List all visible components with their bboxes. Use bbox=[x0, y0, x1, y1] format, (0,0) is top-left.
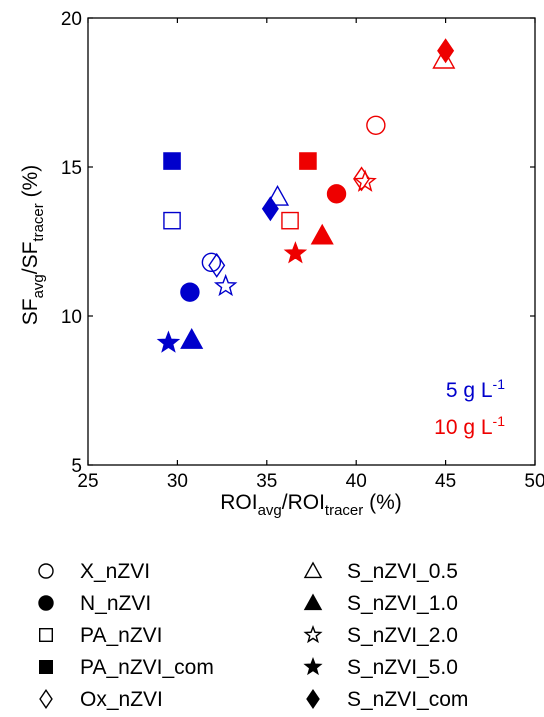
point-x-nzvi-10gl bbox=[366, 115, 386, 135]
y-tick-label: 20 bbox=[61, 9, 82, 30]
legend-label: S_nZVI_1.0 bbox=[347, 592, 458, 615]
legend-label: S_nZVI_2.0 bbox=[347, 624, 458, 647]
x-tick-label: 50 bbox=[524, 471, 544, 492]
y-tick-label: 10 bbox=[61, 307, 82, 328]
point-x-nzvi-5gl bbox=[201, 252, 222, 273]
point-pa-nzvi-com-10gl bbox=[299, 152, 317, 170]
x-tick-label: 40 bbox=[346, 471, 367, 492]
point-s-nzvi-1-0-5gl bbox=[180, 328, 204, 349]
concentration-label-5: 5 g L-1 bbox=[446, 376, 505, 402]
legend-marker-ox-nzvi bbox=[39, 689, 53, 709]
point-s-nzvi-2-0-5gl bbox=[213, 273, 238, 297]
legend-label: N_nZVI bbox=[80, 592, 151, 615]
point-n-nzvi-5gl bbox=[180, 282, 200, 302]
y-axis-label: SFavg/SFtracer (%) bbox=[19, 165, 47, 326]
legend-marker-x-nzvi bbox=[38, 563, 54, 579]
legend-label: Ox_nZVI bbox=[80, 688, 163, 711]
concentration-label-10: 10 g L-1 bbox=[434, 413, 505, 439]
legend-marker-s-nzvi-0-5 bbox=[303, 561, 323, 579]
legend-label: PA_nZVI_com bbox=[80, 656, 214, 679]
legend-marker-pa-nzvi-com bbox=[39, 660, 54, 675]
point-pa-nzvi-5gl bbox=[163, 211, 181, 230]
point-pa-nzvi-10gl bbox=[281, 211, 299, 230]
legend-marker-s-nzvi-2-0 bbox=[303, 624, 323, 644]
point-n-nzvi-10gl bbox=[326, 184, 347, 204]
plot-area bbox=[87, 17, 536, 466]
point-s-nzvi-com-10gl bbox=[437, 38, 455, 64]
legend-marker-s-nzvi-1-0 bbox=[303, 593, 323, 611]
legend-marker-pa-nzvi bbox=[39, 628, 54, 643]
point-s-nzvi-5-0-10gl bbox=[283, 241, 308, 264]
legend-label: X_nZVI bbox=[80, 560, 150, 583]
legend-label: S_nZVI_0.5 bbox=[347, 560, 458, 583]
x-tick-label: 25 bbox=[77, 471, 98, 492]
point-s-nzvi-5-0-5gl bbox=[156, 330, 181, 353]
point-s-nzvi-1-0-10gl bbox=[310, 223, 334, 245]
axis-ticks: 25 30 35 40 45 50 5 10 15 20 bbox=[61, 9, 544, 492]
point-s-nzvi-com-5gl bbox=[261, 196, 279, 222]
point-s-nzvi-2-0-10gl bbox=[353, 169, 377, 192]
legend-marker-s-nzvi-com bbox=[306, 689, 320, 709]
point-s-nzvi-0-5-10gl bbox=[432, 47, 456, 69]
legend: X_nZVI N_nZVI PA_nZVI PA_nZVI_com Ox_nZVI S_n… bbox=[38, 560, 468, 711]
data-points bbox=[156, 38, 456, 353]
x-axis-label: ROIavg/ROItracer (%) bbox=[220, 491, 402, 519]
x-tick-label: 30 bbox=[167, 471, 188, 492]
legend-marker-s-nzvi-5-0 bbox=[303, 656, 323, 676]
x-tick-label: 35 bbox=[256, 471, 277, 492]
legend-label: S_nZVI_5.0 bbox=[347, 656, 458, 679]
y-tick-label: 5 bbox=[71, 456, 82, 477]
point-ox-nzvi-5gl bbox=[208, 252, 226, 278]
point-s-nzvi-0-5-5gl bbox=[265, 185, 290, 206]
legend-marker-n-nzvi bbox=[38, 595, 54, 611]
legend-label: PA_nZVI bbox=[80, 624, 162, 647]
point-pa-nzvi-com-5gl bbox=[163, 152, 181, 170]
y-tick-label: 15 bbox=[61, 158, 82, 179]
legend-label: S_nZVI_com bbox=[347, 688, 468, 711]
x-tick-label: 45 bbox=[435, 471, 456, 492]
